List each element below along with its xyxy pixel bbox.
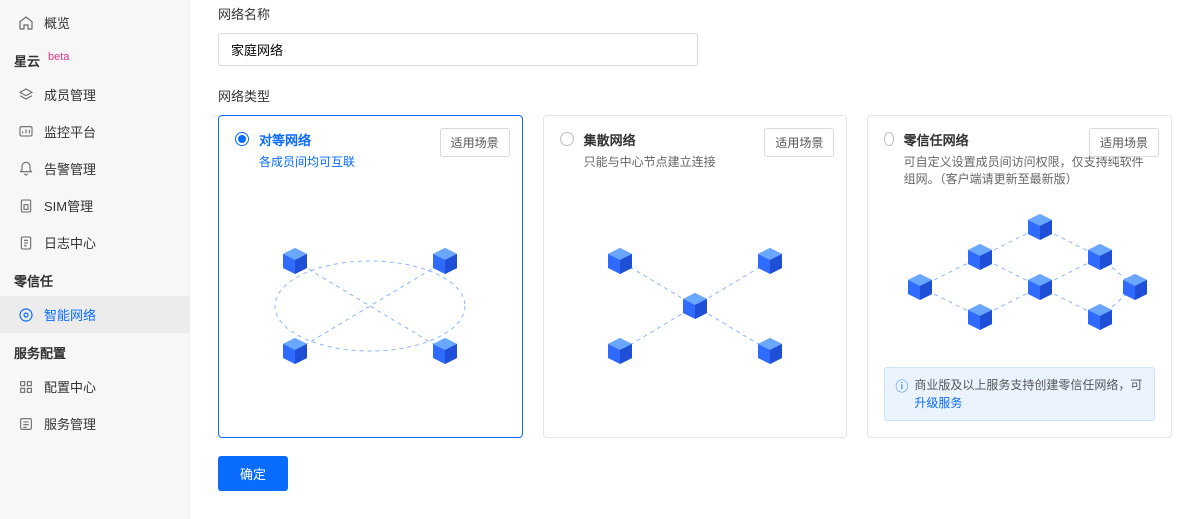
chart-icon <box>18 124 34 140</box>
doc-icon <box>18 235 34 251</box>
sidebar-item-smartnet[interactable]: 智能网络 <box>0 296 189 333</box>
sidebar-item-logs[interactable]: 日志中心 <box>0 224 189 261</box>
grid-icon <box>18 379 34 395</box>
scene-button[interactable]: 适用场景 <box>764 128 834 157</box>
sidebar-label: 服务管理 <box>44 414 96 433</box>
sidebar-label: 告警管理 <box>44 159 96 178</box>
sidebar-label: 日志中心 <box>44 233 96 252</box>
sidebar-label: 成员管理 <box>44 85 96 104</box>
card-title: 对等网络 <box>259 130 355 149</box>
network-icon <box>18 307 34 323</box>
card-zerotrust-network[interactable]: 适用场景 零信任网络 可自定义设置成员间访问权限，仅支持纯软件组网。（客户端请更… <box>867 115 1172 438</box>
sidebar-item-monitor[interactable]: 监控平台 <box>0 113 189 150</box>
card-desc: 只能与中心节点建立连接 <box>584 153 716 170</box>
sidebar-label: 配置中心 <box>44 377 96 396</box>
list-icon <box>18 416 34 432</box>
scene-button[interactable]: 适用场景 <box>440 128 510 157</box>
sidebar-label: 概览 <box>44 13 70 32</box>
layers-icon <box>18 87 34 103</box>
main-content: 网络名称 网络类型 适用场景 对等网络 各成员间均可互联 <box>190 0 1200 519</box>
peer-diagram <box>235 190 506 421</box>
home-icon <box>18 15 34 31</box>
zt-diagram <box>884 207 1155 357</box>
upgrade-link[interactable]: 升级服务 <box>914 396 962 410</box>
radio-zerotrust[interactable] <box>884 132 893 146</box>
info-text: 商业版及以上服务支持创建零信任网络，可 <box>914 378 1142 392</box>
scene-button[interactable]: 适用场景 <box>1089 128 1159 157</box>
card-peer-network[interactable]: 适用场景 对等网络 各成员间均可互联 <box>218 115 523 438</box>
hub-diagram <box>560 190 831 421</box>
info-icon: ⓘ <box>895 377 908 397</box>
sidebar-label: 监控平台 <box>44 122 96 141</box>
sidebar-group-xingyun: 星云 beta <box>0 41 189 76</box>
sidebar: 概览 星云 beta 成员管理 监控平台 告警管理 SIM管理 日志中心 零信任… <box>0 0 190 519</box>
radio-hub[interactable] <box>560 132 574 146</box>
sidebar-item-alert[interactable]: 告警管理 <box>0 150 189 187</box>
sidebar-item-overview[interactable]: 概览 <box>0 4 189 41</box>
upgrade-info: ⓘ 商业版及以上服务支持创建零信任网络，可 升级服务 <box>884 367 1155 421</box>
card-desc: 可自定义设置成员间访问权限，仅支持纯软件组网。（客户端请更新至最新版） <box>904 153 1155 187</box>
sidebar-group-zerotrust: 零信任 <box>0 261 189 296</box>
bell-icon <box>18 161 34 177</box>
sidebar-item-service[interactable]: 服务管理 <box>0 405 189 442</box>
card-desc: 各成员间均可互联 <box>259 153 355 170</box>
sidebar-group-service: 服务配置 <box>0 333 189 368</box>
sidebar-label: 智能网络 <box>44 305 96 324</box>
sidebar-item-sim[interactable]: SIM管理 <box>0 187 189 224</box>
sidebar-item-members[interactable]: 成员管理 <box>0 76 189 113</box>
sidebar-label: SIM管理 <box>44 196 93 215</box>
card-title: 集散网络 <box>584 130 716 149</box>
sim-icon <box>18 198 34 214</box>
confirm-button[interactable]: 确定 <box>218 456 288 491</box>
card-hub-network[interactable]: 适用场景 集散网络 只能与中心节点建立连接 <box>543 115 848 438</box>
type-label: 网络类型 <box>218 86 1172 105</box>
network-name-input[interactable] <box>218 33 698 66</box>
beta-badge: beta <box>48 51 69 63</box>
name-label: 网络名称 <box>218 4 1172 23</box>
network-type-cards: 适用场景 对等网络 各成员间均可互联 <box>218 115 1172 438</box>
sidebar-item-config[interactable]: 配置中心 <box>0 368 189 405</box>
radio-peer[interactable] <box>235 132 249 146</box>
